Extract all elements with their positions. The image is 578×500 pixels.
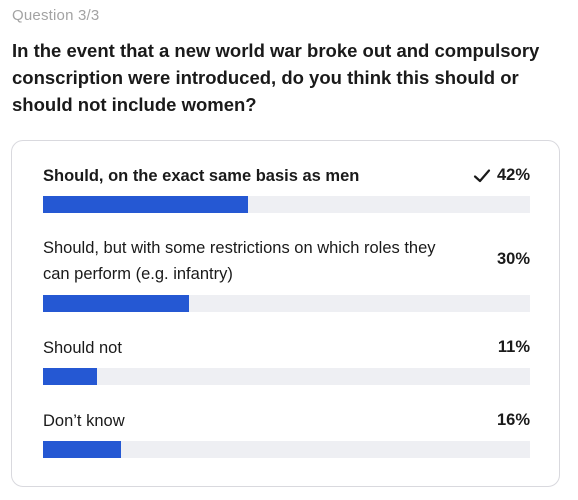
result-bar-fill bbox=[43, 295, 190, 312]
option-percent: 11% bbox=[497, 338, 530, 356]
result-bar-track bbox=[43, 196, 530, 213]
result-bar-fill bbox=[43, 441, 121, 458]
option-label: Don’t know bbox=[43, 412, 125, 430]
result-bar-fill bbox=[43, 368, 97, 385]
option-label: Should, but with some restrictions on wh… bbox=[43, 239, 436, 283]
option-percent: 30% bbox=[496, 250, 530, 268]
poll-option-dont-know[interactable]: Don’t know 16% bbox=[43, 408, 530, 460]
poll-option-should-not[interactable]: Should not 11% bbox=[43, 335, 530, 387]
poll-option-some-restrictions[interactable]: Should, but with some restrictions on wh… bbox=[43, 235, 530, 317]
question-text: In the event that a new world war broke … bbox=[12, 40, 540, 115]
poll-option-same-basis[interactable]: Should, on the exact same basis as men 4… bbox=[43, 161, 530, 217]
result-bar-track bbox=[43, 368, 530, 385]
results-card: Should, on the exact same basis as men 4… bbox=[11, 140, 560, 487]
question-counter: Question 3/3 bbox=[12, 7, 100, 24]
checkmark-icon bbox=[473, 168, 491, 182]
option-label: Should not bbox=[43, 339, 122, 357]
option-percent: 16% bbox=[496, 411, 530, 429]
result-bar-track bbox=[43, 441, 530, 458]
result-bar-track bbox=[43, 295, 530, 312]
result-bar-fill bbox=[43, 196, 248, 213]
option-percent: 42% bbox=[496, 166, 530, 184]
option-label: Should, on the exact same basis as men bbox=[43, 167, 360, 185]
